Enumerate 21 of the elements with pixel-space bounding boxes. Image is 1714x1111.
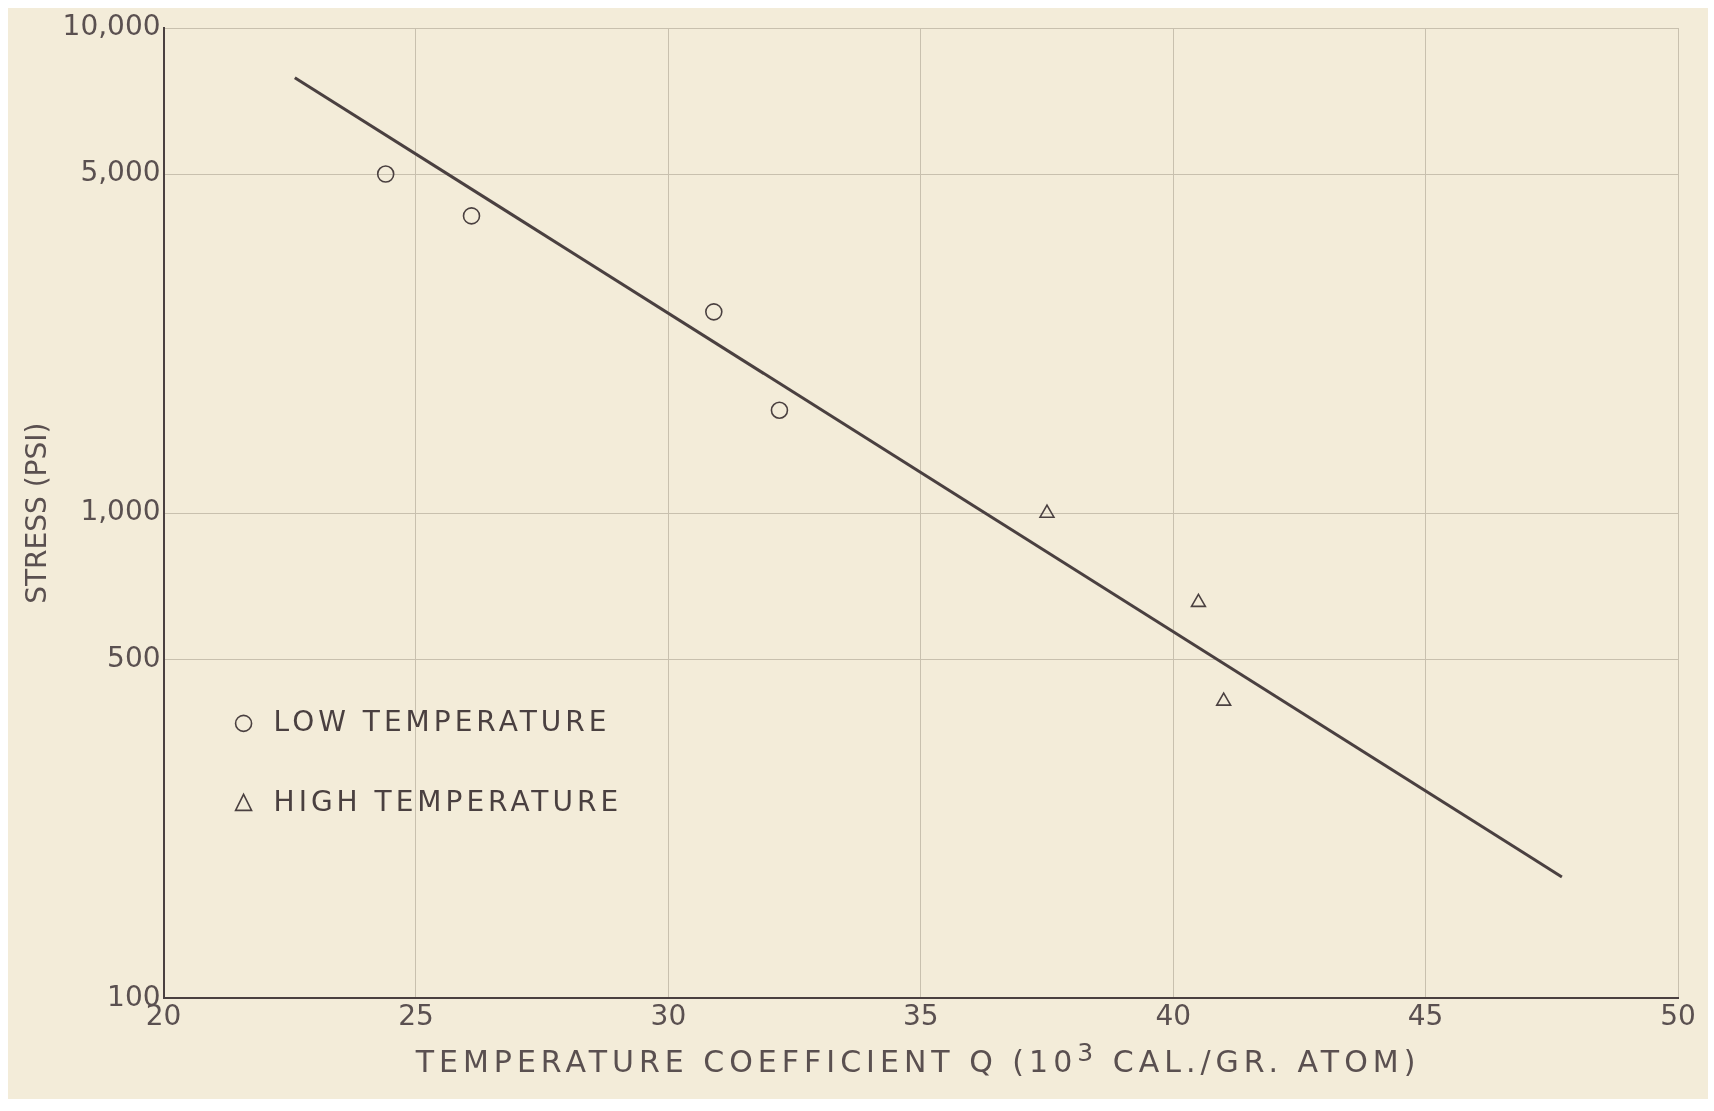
x-axis-title: TEMPERATURE COEFFICIENT Q (10$^{3}$ CAL./GR. ATOM)	[414, 1038, 1422, 1081]
y-axis-title: STRESS (PSI)	[20, 422, 54, 604]
legend-label: LOW TEMPERATURE	[273, 704, 611, 738]
point	[462, 207, 481, 225]
x-tick-label: 50	[1660, 999, 1696, 1033]
y-tick-label: 10,000	[62, 9, 161, 43]
point	[770, 401, 789, 420]
point	[1215, 692, 1232, 706]
point	[1190, 593, 1207, 608]
y-tick-label: 1,000	[80, 494, 161, 528]
point	[705, 303, 723, 321]
point	[376, 165, 395, 183]
y-tick-label: 5,000	[80, 155, 161, 189]
x-tick-label: 35	[902, 999, 939, 1033]
point	[1039, 504, 1055, 518]
y-tick-label: 500	[107, 640, 161, 674]
x-tick-label: 45	[1407, 999, 1444, 1033]
x-tick-label: 30	[650, 999, 687, 1033]
x-tick-label: 40	[1155, 999, 1192, 1033]
x-tick-label: 25	[398, 999, 434, 1033]
legend-label: HIGH TEMPERATURE	[273, 784, 623, 818]
